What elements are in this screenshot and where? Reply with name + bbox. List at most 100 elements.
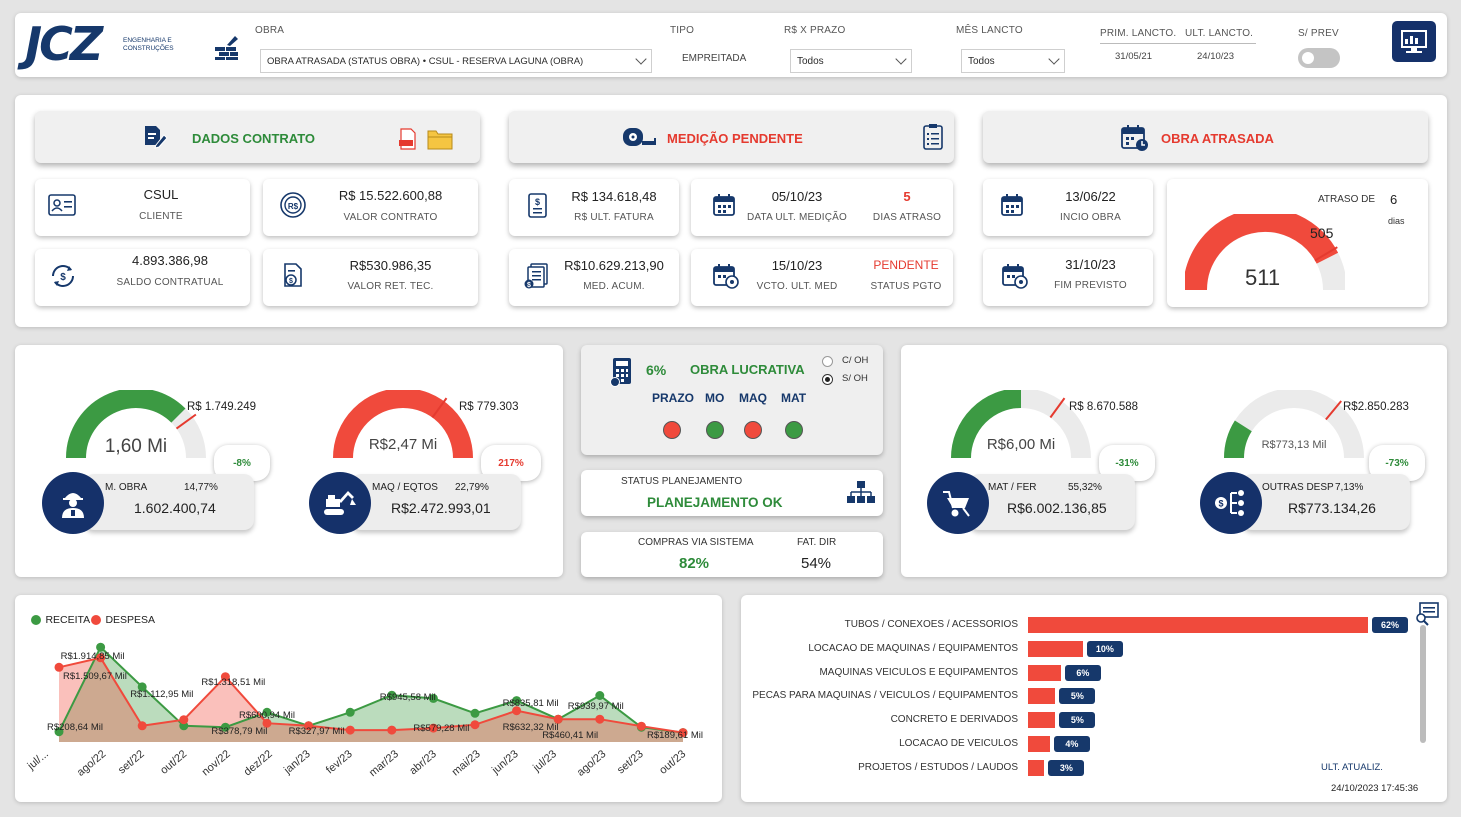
category-bar[interactable] <box>1028 759 1045 776</box>
category-label: CONCRETO E DERIVADOS <box>890 714 1018 726</box>
date-range-slider[interactable] <box>1100 43 1256 44</box>
mat-center: R$6,00 Mi <box>986 436 1056 453</box>
logo-subtitle-2: CONSTRUÇÕES <box>123 45 174 52</box>
category-bar[interactable] <box>1028 617 1368 633</box>
data-label: R$1.318,51 Mil <box>201 676 266 688</box>
outras-value: R$773.134,26 <box>1288 500 1376 516</box>
data-point-despesa <box>137 721 147 731</box>
category-label: MAQUINAS VEICULOS E EQUIPAMENTOS <box>819 666 1018 678</box>
calculator-icon <box>610 358 631 387</box>
planejamento-label: STATUS PLANEJAMENTO <box>621 476 743 487</box>
valor-ret-card: $ R$530.986,35 VALOR RET. TEC. <box>263 249 478 306</box>
org-chart-icon[interactable] <box>847 480 875 506</box>
data-point-despesa <box>553 714 563 724</box>
monitor-button[interactable] <box>1392 21 1436 62</box>
data-label: R$1.112,95 Mil <box>130 688 194 700</box>
data-point-receita <box>387 690 397 700</box>
mobra-gauge <box>66 390 206 459</box>
lucrativa-pct: 6% <box>646 362 667 378</box>
saldo-value: 4.893.386,98 <box>132 253 208 268</box>
gauge-block-mobra: 1,60 Mi R$ 1.749.249 -8% M. OBRA 14,77% … <box>42 390 292 540</box>
prim-lancto-label: PRIM. LANCTO. <box>1100 28 1177 39</box>
gauge-target-mark <box>175 413 197 430</box>
status-dot-mat <box>785 421 803 439</box>
document-money-icon: $ <box>284 263 302 287</box>
outras-center: R$773,13 Mil <box>1261 439 1327 451</box>
data-point-despesa <box>304 721 314 731</box>
outras-label: OUTRAS DESP <box>1262 482 1334 493</box>
legend-despesa[interactable]: DESPESA <box>91 611 155 629</box>
gauge-fill <box>951 390 1022 459</box>
category-bar[interactable] <box>1028 736 1050 752</box>
maq-label: MAQ / EQTOS <box>372 482 438 493</box>
prazo-label: R$ X PRAZO <box>784 25 846 36</box>
svg-text:$: $ <box>1218 499 1223 509</box>
radio-coh[interactable]: C/ OH <box>822 355 882 369</box>
legend-despesa-label: DESPESA <box>105 613 156 626</box>
ult-fatura-card: $ R$ 134.618,48 R$ ULT. FATURA <box>509 179 679 236</box>
documents-money-icon: $ <box>524 263 548 289</box>
measuring-tape-icon <box>623 128 656 146</box>
category-value-label: 3% <box>1048 759 1085 776</box>
series-area-despesa <box>59 657 683 742</box>
maq-value: R$2.472.993,01 <box>391 500 491 516</box>
svg-text:$: $ <box>289 278 293 285</box>
outras-badge-text: -73% <box>1385 457 1409 469</box>
maq-target: R$ 779.303 <box>459 401 519 413</box>
category-bar[interactable] <box>1028 712 1056 729</box>
category-bar[interactable] <box>1028 640 1083 657</box>
data-point-despesa <box>636 721 646 731</box>
radio-soh-label: S/ OH <box>842 373 868 384</box>
valor-contrato-card: R$ R$ 15.522.600,88 VALOR CONTRATO <box>263 179 478 236</box>
legend-receita[interactable]: RECEITA <box>31 611 90 629</box>
saldo-card: $ 4.893.386,98 SALDO CONTRATUAL <box>35 249 250 306</box>
mes-dropdown-value: Todos <box>968 55 995 67</box>
category-value-label: 10% <box>1086 640 1123 657</box>
mat-value: R$6.002.136,85 <box>1007 500 1107 516</box>
svg-text:$: $ <box>535 197 540 207</box>
maq-pct: 22,79% <box>455 482 489 493</box>
pdf-icon[interactable] <box>399 128 417 150</box>
data-label: R$460,41 Mil <box>542 730 599 741</box>
calendar-icon <box>713 194 735 216</box>
category-bar[interactable] <box>1028 664 1061 681</box>
cliente-card: CSUL CLIENTE <box>35 179 250 236</box>
mat-pct: 55,32% <box>1068 482 1102 493</box>
atraso-gauge-target: 505 <box>1310 225 1334 241</box>
category-value-label: 6% <box>1064 664 1101 681</box>
outras-pill <box>1242 474 1410 530</box>
status-label-prazo: PRAZO <box>652 391 694 405</box>
mobra-circle <box>42 472 104 534</box>
data-point-receita <box>595 691 605 700</box>
atraso-gauge-value: 511 <box>1245 265 1281 290</box>
scrollbar[interactable] <box>1420 625 1426 743</box>
dados-contrato-header: DADOS CONTRATO <box>35 111 480 163</box>
id-card-icon <box>48 194 76 216</box>
contract-edit-icon <box>145 126 168 149</box>
data-point-despesa <box>96 653 106 663</box>
calendar-icon <box>1001 194 1023 216</box>
chevron-down-icon <box>635 53 647 65</box>
atraso-gauge-card: ATRASO DE 6 dias 505 511 <box>1167 179 1428 307</box>
series-line-despesa <box>58 656 684 734</box>
category-label: TUBOS / CONEXOES / ACESSORIOS <box>844 619 1018 630</box>
data-point-despesa <box>678 728 688 738</box>
radio-soh[interactable]: S/ OH <box>822 373 882 387</box>
folder-icon[interactable] <box>427 128 453 150</box>
mobra-pct: 14,77% <box>184 482 218 493</box>
ult-lancto-value: 24/10/23 <box>1197 51 1234 62</box>
prazo-dropdown[interactable]: Todos <box>790 49 912 73</box>
sprev-toggle[interactable] <box>1298 48 1340 68</box>
mobra-value: 1.602.400,74 <box>134 500 216 516</box>
filter-people-icon[interactable] <box>1415 602 1439 626</box>
obra-lucrativa-card: 6% OBRA LUCRATIVA C/ OH S/ OH PRAZO MO M… <box>581 345 883 455</box>
mat-circle <box>927 472 989 534</box>
obra-dropdown[interactable]: OBRA ATRASADA (STATUS OBRA) • CSUL - RES… <box>260 49 652 73</box>
valor-contrato-label: VALOR CONTRATO <box>343 212 438 223</box>
cost-right-panel <box>901 345 1447 577</box>
category-bar[interactable] <box>1028 688 1056 705</box>
mes-dropdown[interactable]: Todos <box>961 49 1065 73</box>
tipo-value: EMPREITADA <box>682 53 747 64</box>
mobra-target: R$ 1.749.249 <box>187 401 257 413</box>
data-label: R$208,64 Mil <box>47 722 103 733</box>
